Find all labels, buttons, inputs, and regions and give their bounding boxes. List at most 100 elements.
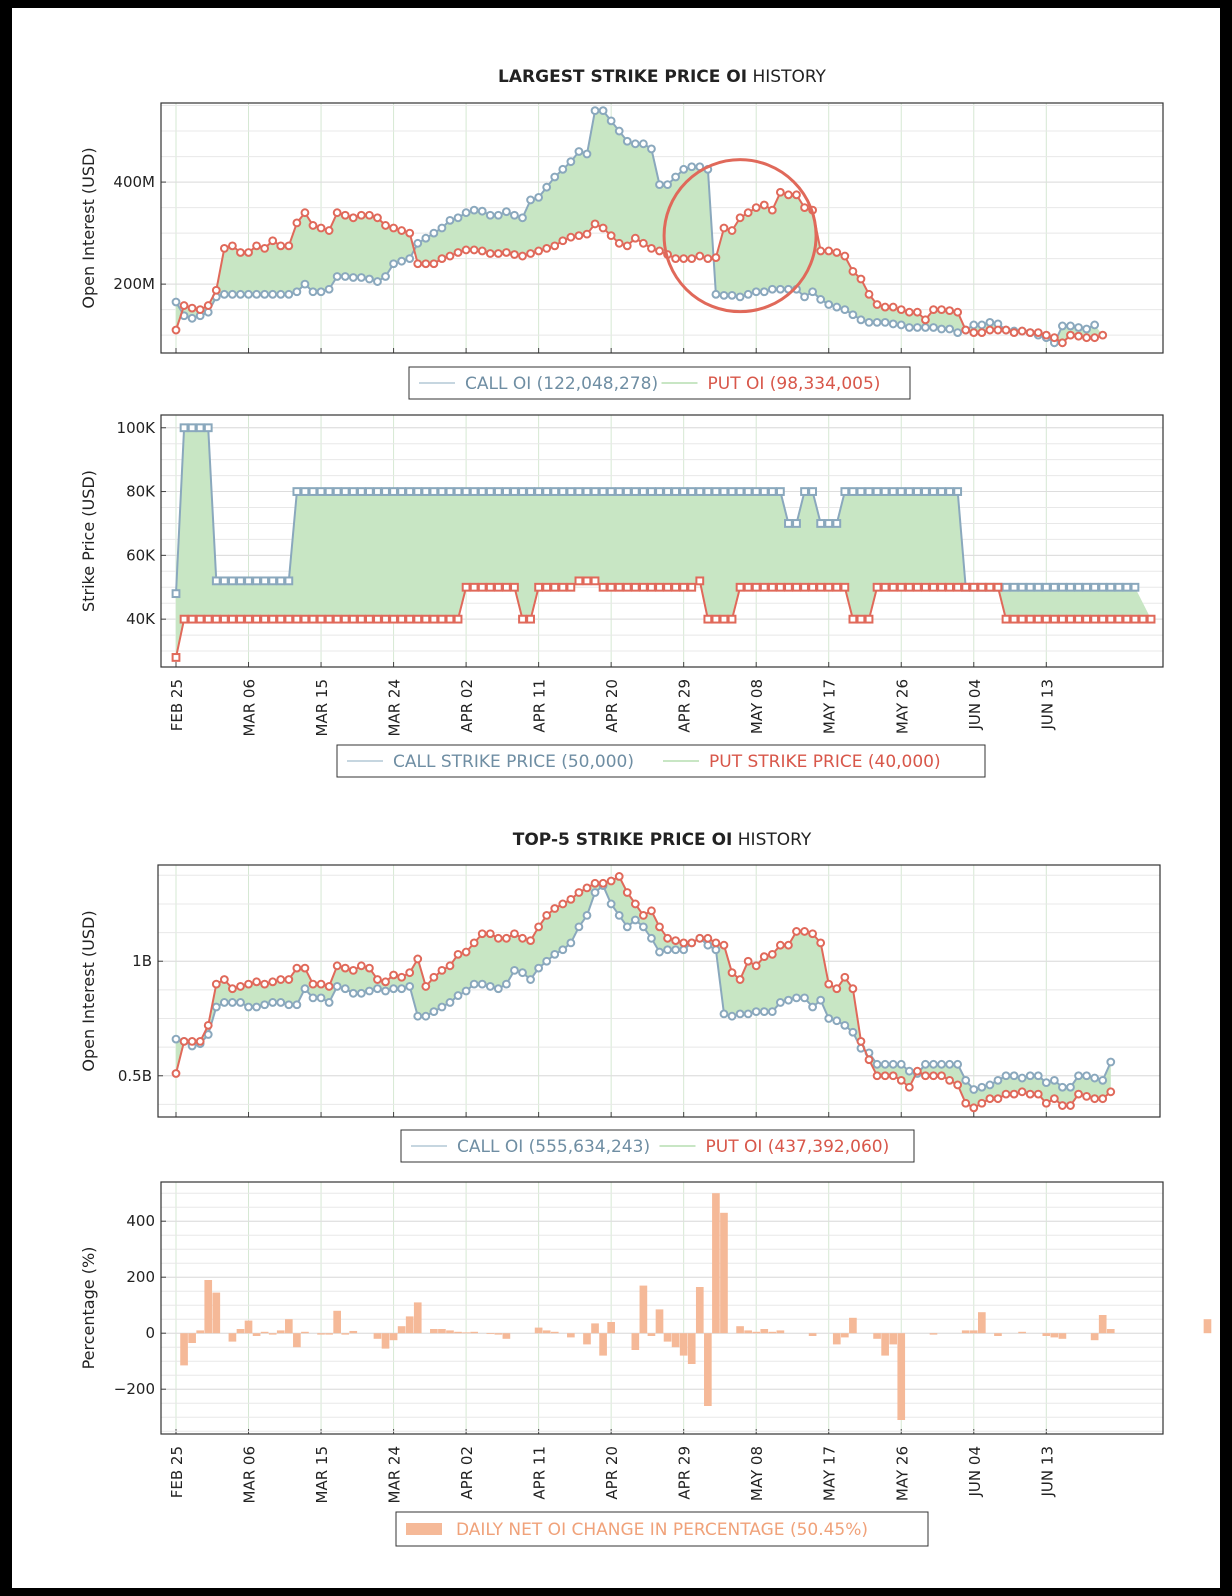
bar — [260, 1331, 269, 1334]
put-series-point — [775, 582, 785, 592]
legend-value: (40,000) — [868, 752, 941, 772]
call-series-point — [945, 324, 954, 334]
put-series-point — [872, 582, 882, 592]
put-series-point — [356, 210, 366, 220]
put-series-point — [534, 582, 544, 592]
put-series-point — [1009, 614, 1019, 624]
put-series-point — [630, 233, 640, 243]
put-series-point — [929, 305, 938, 315]
put-series-point — [421, 614, 431, 624]
x-tick-label: MAR 15 — [313, 1446, 331, 1503]
call-series-point — [485, 982, 495, 991]
call-series-point — [751, 287, 761, 297]
put-series-point — [904, 307, 914, 317]
call-series-point — [655, 947, 664, 957]
plot-frame — [160, 1181, 1164, 1435]
y-tick-label: 1B — [132, 952, 152, 970]
put-series-point — [735, 213, 745, 223]
legend-name: CALL STRIKE PRICE — [393, 752, 556, 772]
bar — [961, 1330, 970, 1334]
call-series-point — [171, 1034, 181, 1044]
put-series-point — [630, 899, 640, 909]
call-series-point — [518, 487, 527, 496]
call-series-point — [292, 1000, 302, 1010]
put-series-point — [614, 582, 624, 592]
put-series-point — [260, 244, 270, 253]
put-series-point — [574, 231, 584, 241]
put-series-point — [485, 249, 495, 258]
put-series-point — [324, 614, 334, 624]
put-series-point — [260, 614, 270, 624]
bar — [462, 1332, 470, 1334]
put-series-point — [187, 303, 197, 313]
bar — [196, 1330, 205, 1334]
y-tick-label: 100K — [117, 419, 157, 437]
put-series-point — [929, 1071, 938, 1081]
put-series-point — [840, 972, 850, 982]
call-series-point — [397, 984, 407, 994]
call-series-point — [775, 487, 785, 496]
call-series-point — [284, 289, 294, 299]
call-series-point — [1025, 1071, 1035, 1081]
put-series-point — [365, 210, 374, 220]
put-series-point — [1041, 614, 1051, 624]
call-series-point — [1001, 1071, 1011, 1081]
call-series-point — [445, 487, 455, 496]
y-axis-label: Percentage (%) — [79, 1247, 98, 1370]
put-series-point — [880, 1071, 890, 1081]
call-series-point — [904, 1066, 914, 1076]
call-series-point — [800, 993, 809, 1003]
put-series-point — [413, 259, 423, 269]
call-series-point — [663, 487, 672, 496]
call-series-point — [1033, 582, 1043, 592]
call-series-point — [1041, 582, 1051, 592]
put-series-point — [445, 961, 455, 971]
legend-name: CALL OI — [457, 1137, 523, 1157]
put-series-point — [1001, 614, 1011, 624]
put-series-point — [751, 203, 761, 212]
legend: CALL OI (122,048,278) PUT OI (98,334,005) — [408, 366, 911, 400]
call-series-point — [614, 487, 624, 496]
put-series-point — [518, 933, 527, 943]
call-series-point — [365, 986, 374, 996]
call-series-point — [872, 1059, 882, 1069]
call-series-point — [445, 215, 455, 225]
put-series-point — [219, 614, 229, 624]
legend-name: PUT OI — [706, 1137, 763, 1157]
put-series-point — [389, 614, 398, 624]
call-series-point — [389, 487, 398, 496]
bar — [1018, 1331, 1026, 1334]
put-series-point — [228, 241, 237, 251]
call-series-point — [1106, 1057, 1116, 1067]
call-series-point — [348, 487, 358, 496]
put-series-point — [1058, 338, 1067, 348]
put-series-point — [292, 218, 302, 228]
put-series-point — [590, 219, 600, 229]
call-series-point — [276, 576, 286, 586]
call-series-point — [816, 519, 826, 528]
put-series-point — [228, 984, 237, 994]
put-series-point — [719, 614, 729, 624]
call-series-point — [679, 164, 689, 174]
bar — [494, 1333, 503, 1335]
put-series-point — [985, 1094, 995, 1104]
put-series-point — [711, 614, 721, 624]
x-tick-label: APR 02 — [458, 1446, 476, 1500]
call-series-point — [711, 487, 721, 496]
put-series-point — [534, 922, 544, 932]
put-series-point — [937, 582, 946, 592]
call-series-point — [711, 289, 721, 299]
put-series-point — [751, 961, 761, 971]
call-series-point — [203, 423, 213, 433]
call-series-point — [792, 519, 801, 528]
put-series-point — [219, 244, 229, 253]
put-series-point — [228, 614, 237, 624]
put-series-point — [195, 614, 205, 624]
bar — [1106, 1329, 1115, 1334]
put-series-point — [203, 301, 213, 310]
put-series-point — [252, 241, 261, 251]
put-series-point — [824, 979, 834, 989]
call-series-point — [171, 297, 181, 307]
put-series-point — [912, 582, 922, 592]
